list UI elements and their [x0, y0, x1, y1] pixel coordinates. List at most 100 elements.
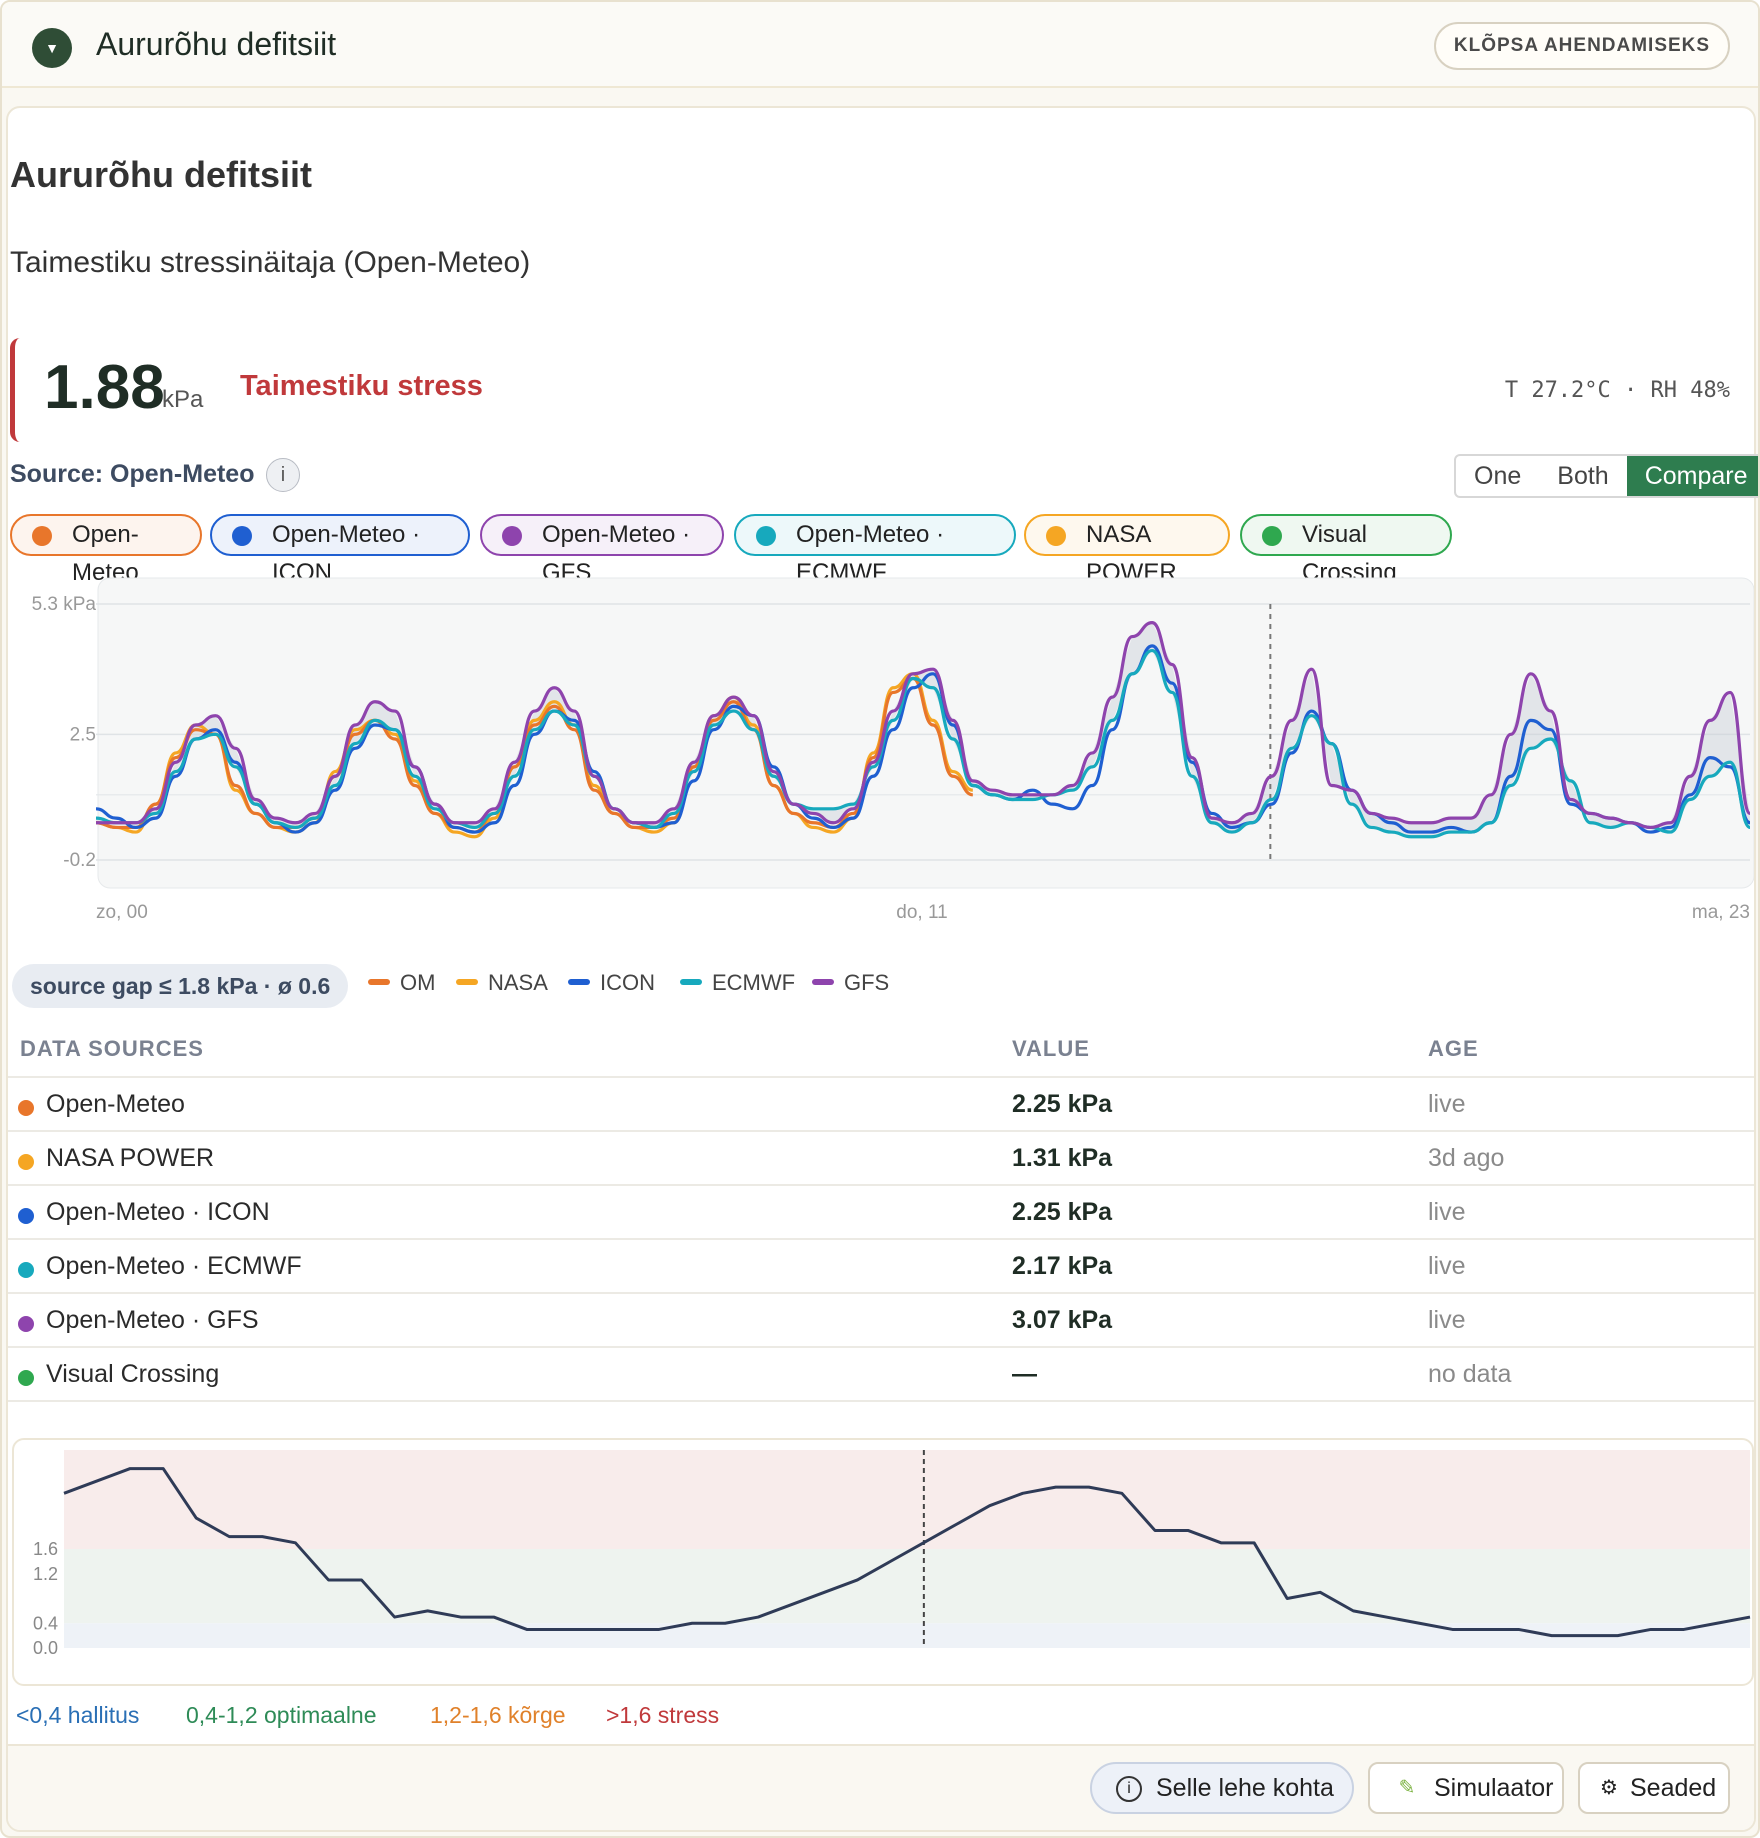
info-icon: i [1116, 1776, 1142, 1802]
mode-one[interactable]: One [1474, 462, 1522, 490]
card-title: Aururõhu defitsiit [10, 154, 312, 195]
source-name: NASA POWER [46, 1144, 215, 1172]
series-line-gfs [96, 621, 1752, 830]
y-tick-label: 0.4 [33, 1613, 58, 1633]
legend-swatch [368, 979, 390, 986]
band-legend-stress: >1,6 stress [606, 1702, 720, 1728]
x-tick-label: zo, 00 [96, 902, 148, 923]
chip-open-meteo-ecmwf[interactable]: Open-Meteo · ECMWF [734, 514, 1016, 586]
simulator-button[interactable]: ✎ Simulaator [1368, 1762, 1564, 1814]
threshold-band [64, 1549, 1750, 1624]
card-footer: i Selle lehe kohta ✎ Simulaator ⚙ Seaded [8, 1744, 1754, 1830]
current-value: 1.88 [44, 353, 165, 422]
source-color-dot [18, 1100, 34, 1116]
source-value: 3.07 kPa [1012, 1306, 1113, 1334]
legend-swatch [456, 979, 478, 986]
source-label: Source: Open-Meteo [10, 460, 255, 488]
source-value: — [1012, 1360, 1037, 1388]
chip-open-meteo-gfs[interactable]: Open-Meteo · GFS [480, 514, 724, 586]
source-name: Visual Crossing [46, 1360, 220, 1388]
test-tube-icon: ✎ [1398, 1777, 1416, 1799]
chip-dot [232, 526, 252, 546]
chip-visual-crossing[interactable]: Visual Crossing [1240, 514, 1452, 586]
source-gap-badge: source gap ≤ 1.8 kPa · ø 0.6 [12, 964, 349, 1008]
x-tick-label: ma, 23 [1692, 902, 1750, 923]
source-color-dot [18, 1262, 34, 1278]
table-row: Visual Crossing — no data [8, 1348, 1754, 1402]
vpd-band-chart[interactable]: 1.6 1.2 0.4 0.0 [14, 1440, 1752, 1684]
threshold-band [64, 1623, 1750, 1648]
conditions-readout: T 27.2°C · RH 48% [1504, 378, 1730, 403]
chip-open-meteo[interactable]: Open-Meteo [10, 514, 202, 586]
mode-both[interactable]: Both [1557, 462, 1609, 490]
table-row: Open-Meteo 2.25 kPa live [8, 1078, 1754, 1132]
threshold-band [64, 1450, 1750, 1549]
source-age: 3d ago [1428, 1144, 1505, 1172]
source-name: Open-Meteo · GFS [46, 1306, 259, 1334]
source-name: Open-Meteo · ICON [46, 1198, 270, 1226]
table-row: Open-Meteo · GFS 3.07 kPa live [8, 1294, 1754, 1348]
source-color-dot [18, 1208, 34, 1224]
mode-compare[interactable]: Compare [1626, 456, 1758, 496]
legend-item-om: OM [368, 970, 435, 996]
legend-swatch [568, 979, 590, 986]
current-unit: kPa [162, 386, 204, 413]
source-value: 2.17 kPa [1012, 1252, 1113, 1280]
header-data-sources: DATA SOURCES [20, 1036, 204, 1061]
legend-item-nasa: NASA [456, 970, 548, 996]
source-age: live [1428, 1090, 1466, 1118]
vpd-card: Aururõhu defitsiit Taimestiku stressinäi… [6, 106, 1758, 1832]
panel-header[interactable]: ▼ Aururõhu defitsiit KLÕPSA AHENDAMISEKS [2, 2, 1758, 88]
band-legend-mold: <0,4 hallitus [16, 1702, 140, 1728]
chip-dot [32, 526, 52, 546]
table-row: NASA POWER 1.31 kPa 3d ago [8, 1132, 1754, 1186]
panel-title: Aururõhu defitsiit [96, 26, 337, 62]
current-value-block: 1.88 kPa Taimestiku stress T 27.2°C · RH… [8, 336, 1754, 444]
source-age: live [1428, 1306, 1466, 1334]
source-name: Open-Meteo · ECMWF [46, 1252, 302, 1280]
status-accent-bar [10, 338, 20, 442]
header-value: VALUE [1012, 1036, 1090, 1061]
band-legend-high: 1,2-1,6 kõrge [430, 1702, 566, 1728]
legend-swatch [680, 979, 702, 986]
chip-dot [1262, 526, 1282, 546]
x-tick-label: do, 11 [896, 902, 947, 923]
band-legend-optimal: 0,4-1,2 optimaalne [186, 1702, 377, 1728]
vpd-line [63, 1467, 1751, 1638]
settings-button[interactable]: ⚙ Seaded [1578, 1762, 1730, 1814]
table-header: DATA SOURCES VALUE AGE [8, 1024, 1754, 1078]
series-line-ecmwf [95, 648, 1751, 839]
legend-item-ecmwf: ECMWF [680, 970, 795, 996]
legend-item-icon: ICON [568, 970, 655, 996]
table-row: Open-Meteo · ICON 2.25 kPa live [8, 1186, 1754, 1240]
table-body: Open-Meteo 2.25 kPa live NASA POWER 1.31 kPa… [8, 1078, 1754, 1402]
table-row: Open-Meteo · ECMWF 2.17 kPa live [8, 1240, 1754, 1294]
about-page-button[interactable]: i Selle lehe kohta [1090, 1762, 1354, 1814]
y-tick-label: 1.6 [33, 1539, 58, 1559]
y-tick-label: 5.3 kPa [32, 594, 97, 615]
card-subtitle: Taimestiku stressinäitaja (Open-Meteo) [10, 246, 531, 279]
chevron-down-icon[interactable]: ▼ [32, 28, 72, 68]
chip-open-meteo-icon[interactable]: Open-Meteo · ICON [210, 514, 470, 586]
y-tick-label: -0.2 [63, 850, 96, 871]
vpd-band-chart-panel: 1.6 1.2 0.4 0.0 [12, 1438, 1754, 1686]
chip-dot [502, 526, 522, 546]
y-tick-label: 2.5 [70, 724, 96, 745]
info-icon[interactable]: i [266, 458, 300, 492]
legend-swatch [812, 979, 834, 986]
header-age: AGE [1428, 1036, 1479, 1061]
source-value: 2.25 kPa [1012, 1090, 1113, 1118]
source-color-dot [18, 1370, 34, 1386]
source-color-dot [18, 1316, 34, 1332]
source-color-dot [18, 1154, 34, 1170]
compare-chart-container: 5.3 kPa 2.5 -0.2 zo, 00 do, 11 ma, 23 [8, 574, 1758, 924]
chip-dot [756, 526, 776, 546]
status-label: Taimestiku stress [240, 370, 483, 402]
collapse-button[interactable]: KLÕPSA AHENDAMISEKS [1434, 22, 1730, 70]
y-tick-label: 1.2 [33, 1564, 58, 1584]
source-age: live [1428, 1252, 1466, 1280]
compare-chart[interactable]: 5.3 kPa 2.5 -0.2 zo, 00 do, 11 ma, 23 [8, 574, 1754, 924]
chip-nasa-power[interactable]: NASA POWER [1024, 514, 1230, 586]
source-name: Open-Meteo [46, 1090, 185, 1118]
